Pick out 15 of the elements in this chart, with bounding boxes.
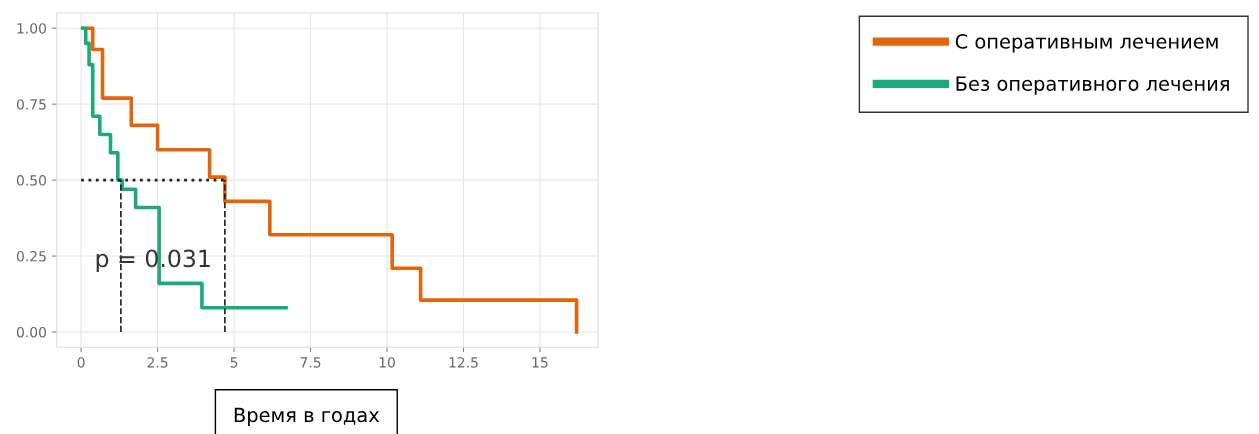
y-tick-label: 0.50 [16,175,47,186]
y-tick-label: 0.25 [16,251,46,262]
x-tick-label: 5 [230,357,238,368]
x-tick-label: 15 [532,357,548,368]
x-axis-title: Время в годах [234,407,380,427]
x-tick-label: 7.5 [300,357,321,368]
x-tick-label: 12.5 [449,357,478,368]
y-tick-label: 1.00 [17,23,47,34]
y-tick-label: 0.00 [16,326,47,338]
x-tick-label: 0 [77,357,85,368]
legend-label: С оперативным лечением [955,34,1218,53]
legend-label: Без оперативного лечения [956,76,1229,95]
x-tick-label: 10 [379,357,395,368]
y-tick-label: 0.75 [16,99,46,110]
x-tick-label: 2.5 [147,357,168,368]
